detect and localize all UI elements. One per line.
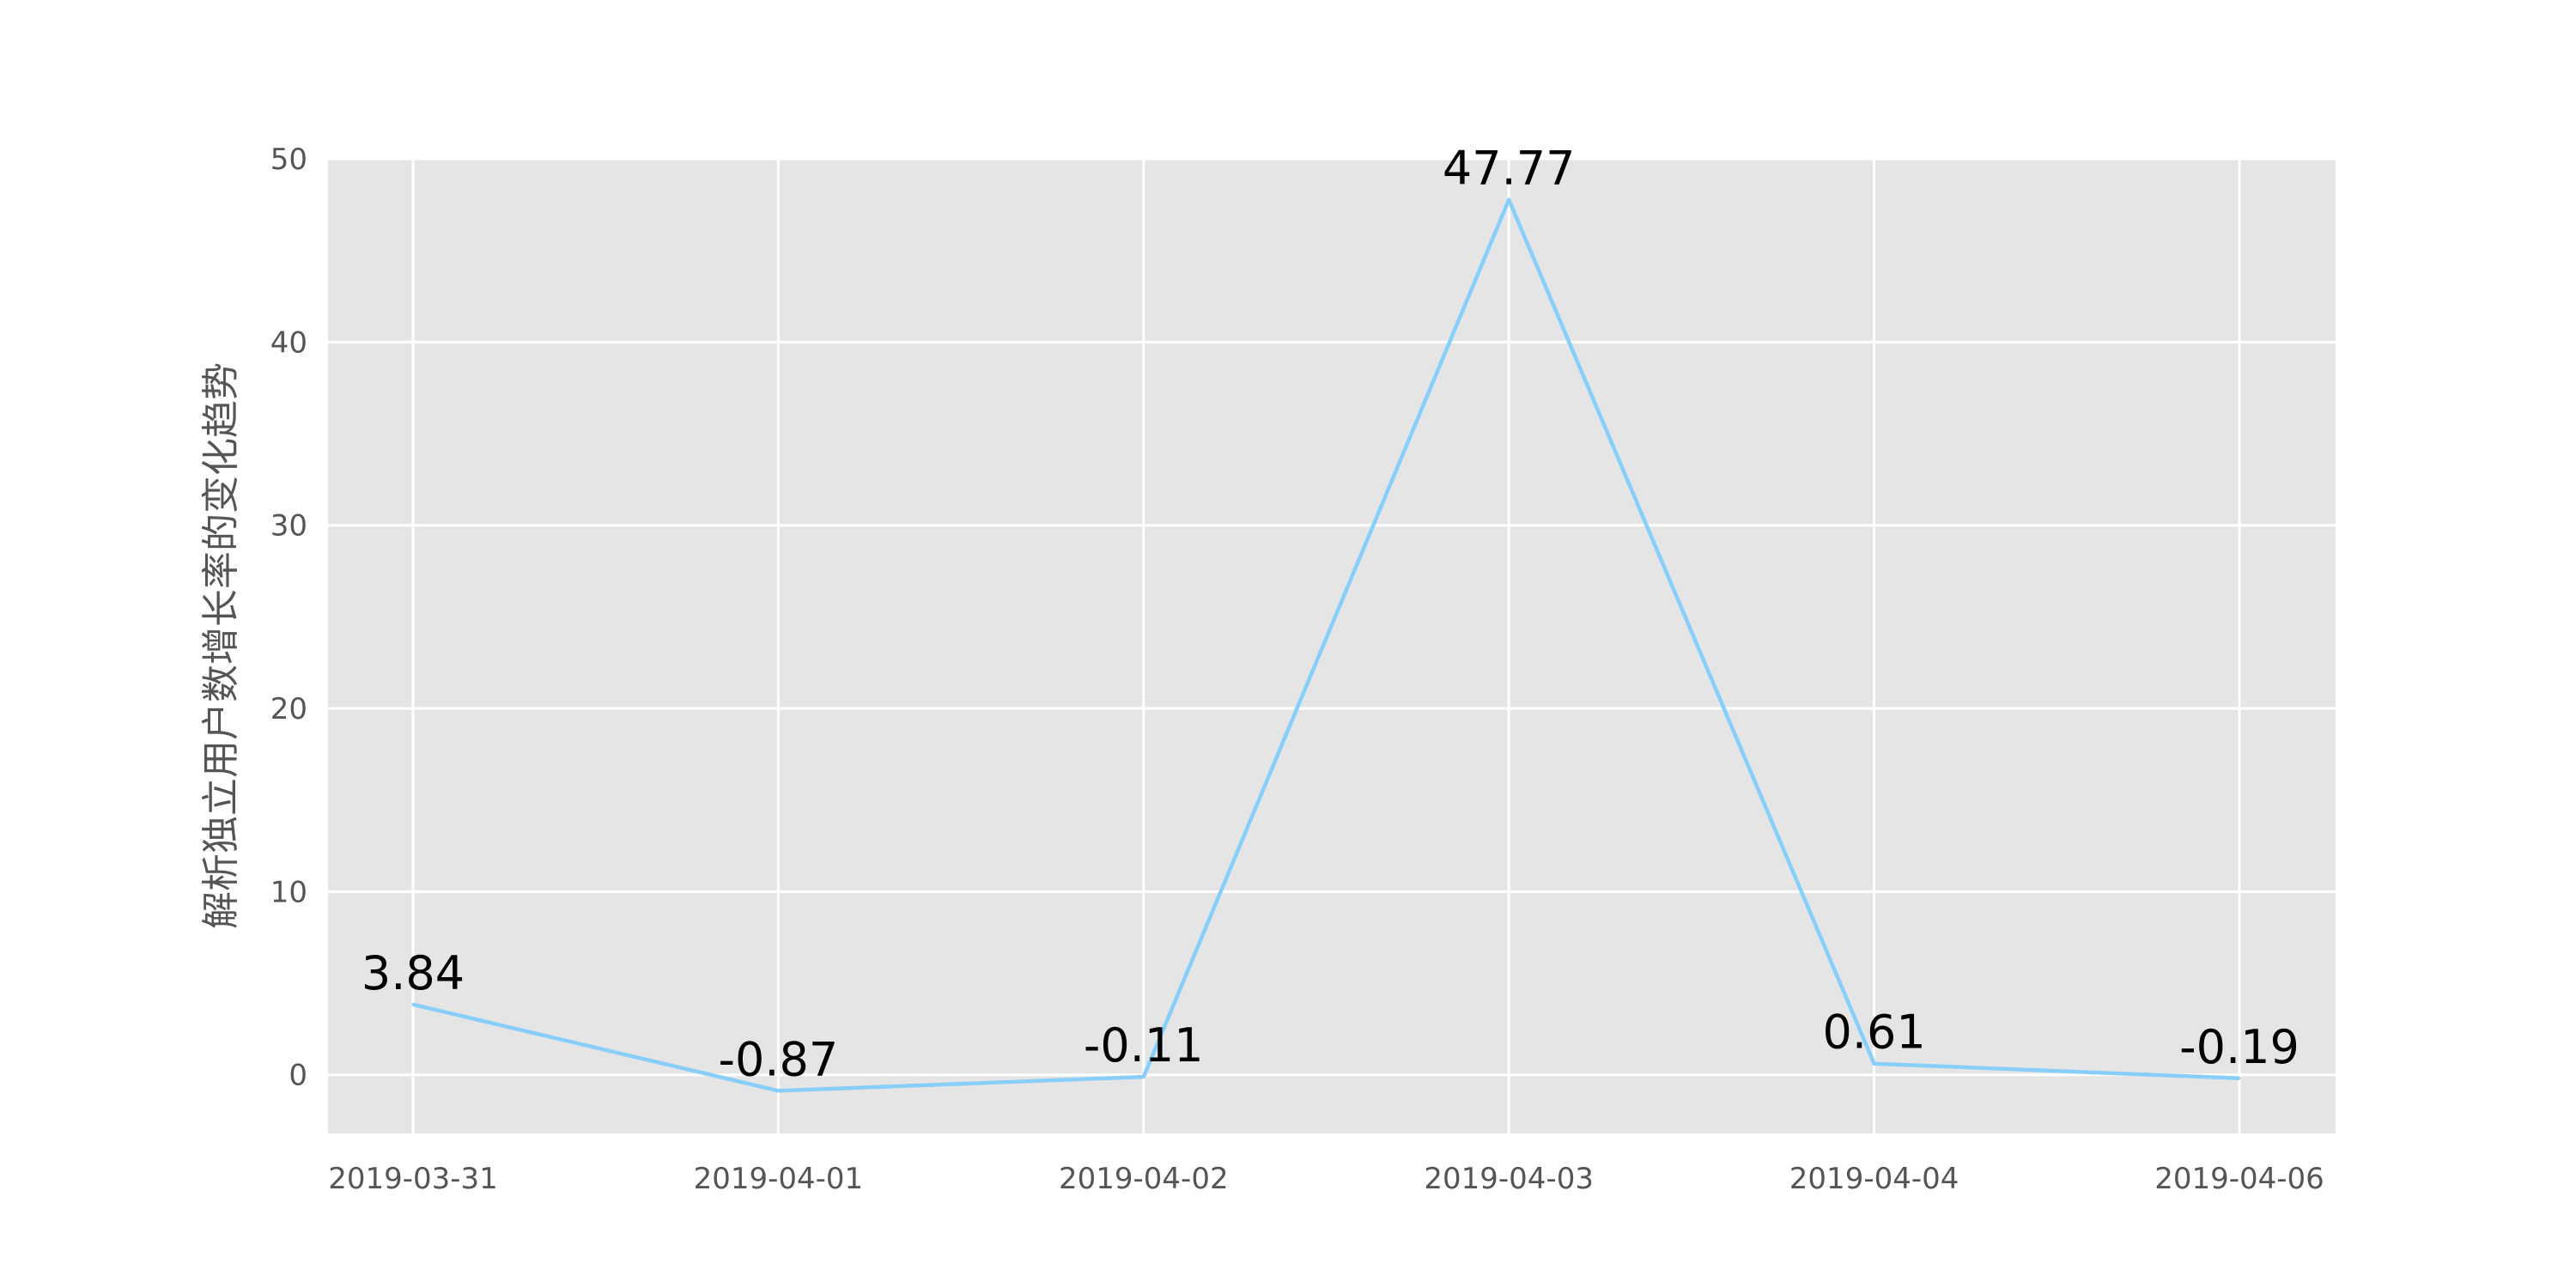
- y-tick-label: 30: [270, 509, 307, 544]
- y-axis-ticks: 0 10 20 30 40 50: [270, 143, 307, 1093]
- x-tick-label: 2019-03-31: [328, 1162, 498, 1196]
- x-axis-ticks: 2019-03-31 2019-04-01 2019-04-02 2019-04-03…: [328, 1162, 2324, 1196]
- x-tick-label: 2019-04-06: [2154, 1162, 2324, 1196]
- data-label: -0.11: [1084, 1018, 1204, 1072]
- grid-lines: [328, 157, 2336, 1133]
- plot-background: [328, 159, 2336, 1133]
- x-tick-label: 2019-04-02: [1059, 1162, 1229, 1196]
- y-axis-label: 解析独立用户数增长率的变化趋势: [199, 362, 243, 929]
- y-tick-label: 20: [270, 692, 307, 726]
- data-label: 0.61: [1822, 1005, 1925, 1060]
- y-tick-label: 50: [270, 143, 307, 177]
- y-tick-label: 0: [289, 1059, 307, 1093]
- data-label: -0.19: [2179, 1020, 2300, 1074]
- data-label: 3.84: [361, 946, 465, 1000]
- x-tick-label: 2019-04-04: [1789, 1162, 1959, 1196]
- data-point: [411, 1003, 415, 1006]
- data-label: -0.87: [719, 1032, 839, 1086]
- series-line: [412, 197, 2240, 1093]
- y-tick-label: 10: [270, 875, 307, 909]
- data-label: 47.77: [1443, 142, 1576, 196]
- data-point: [1142, 1075, 1145, 1078]
- data-point: [776, 1089, 780, 1092]
- data-points: [411, 198, 2241, 1092]
- data-point: [1507, 198, 1510, 202]
- data-labels: 3.84 -0.87 -0.11 47.77 0.61 -0.19: [361, 142, 2300, 1087]
- x-tick-label: 2019-04-03: [1424, 1162, 1594, 1196]
- data-point: [2238, 1077, 2241, 1080]
- x-tick-label: 2019-04-01: [694, 1162, 864, 1196]
- y-tick-label: 40: [270, 325, 307, 360]
- data-point: [1873, 1062, 1876, 1066]
